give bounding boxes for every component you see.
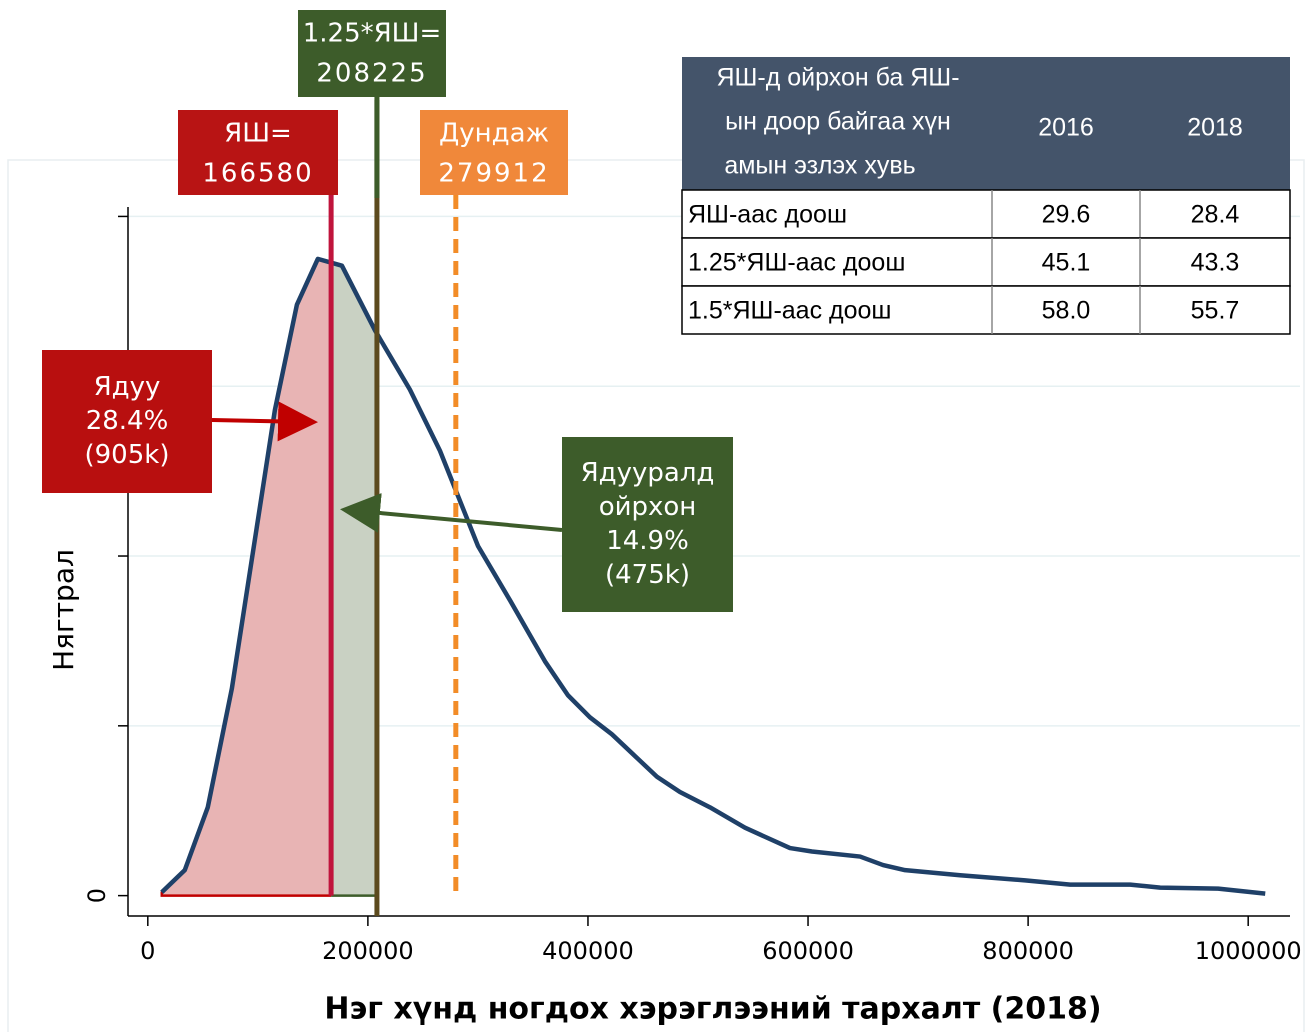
table-cell: 1.25*ЯШ-аас доош [688, 249, 905, 277]
fill-area [331, 261, 377, 897]
label-text: Дундаж [439, 119, 549, 149]
annotation-text: (475k) [605, 560, 690, 590]
annotation-box [562, 437, 733, 612]
table-header-text: ын доор байгаа хүн [725, 108, 951, 136]
table-header [682, 57, 1290, 190]
annotation-text: (905k) [85, 440, 170, 470]
x-tick-label: 200000 [322, 937, 414, 965]
annotation-box [42, 350, 212, 493]
label-value: 279912 [438, 159, 549, 189]
annotation-arrow [211, 401, 318, 442]
annotation-text: Ядуу [94, 372, 161, 402]
y-axis-label: Нягтрал [47, 549, 80, 671]
x-tick-label: 1000000 [1195, 937, 1302, 965]
table-header-text: амын эзлэх хувь [724, 152, 915, 180]
table-cell: 58.0 [1042, 297, 1091, 325]
label-text: ЯШ= [224, 119, 292, 149]
table-header-text: 2018 [1187, 114, 1243, 142]
label-box [178, 110, 338, 195]
x-tick-label: 400000 [542, 937, 634, 965]
plot-frame [7, 159, 1305, 1036]
table-cell: 43.3 [1191, 249, 1240, 277]
table-cell: ЯШ-аас доош [688, 201, 847, 229]
annotation-text: 28.4% [86, 406, 169, 436]
x-axis-label: Нэг хүнд ногдох хэрэглээний тархалт (201… [324, 992, 1101, 1027]
x-tick-label: 600000 [762, 937, 854, 965]
x-tick-label: 0 [140, 937, 155, 965]
label-text: 1.25*ЯШ= [303, 19, 442, 49]
table-row [681, 237, 1291, 287]
table-row [681, 189, 1291, 239]
table-cell: 29.6 [1042, 201, 1091, 229]
x-tick-label: 800000 [982, 937, 1074, 965]
table-header-text: 2016 [1038, 114, 1094, 142]
annotation-arrow [340, 493, 563, 533]
annotation-text: 14.9% [606, 526, 689, 556]
label-box [298, 10, 446, 97]
y-tick-label: 0 [83, 888, 111, 903]
table-cell: 45.1 [1042, 249, 1091, 277]
annotation-text: ойрхон [599, 492, 697, 522]
density-line [160, 256, 1266, 896]
label-value: 208225 [316, 59, 427, 89]
label-box [420, 110, 568, 195]
annotation-text: Ядууралд [581, 458, 715, 488]
table-header-text: ЯШ-д ойрхон ба ЯШ- [716, 64, 959, 92]
table-cell: 28.4 [1191, 201, 1240, 229]
table-row [681, 285, 1291, 335]
table-cell: 1.5*ЯШ-аас доош [688, 297, 891, 325]
table-cell: 55.7 [1191, 297, 1240, 325]
label-value: 166580 [202, 159, 313, 189]
